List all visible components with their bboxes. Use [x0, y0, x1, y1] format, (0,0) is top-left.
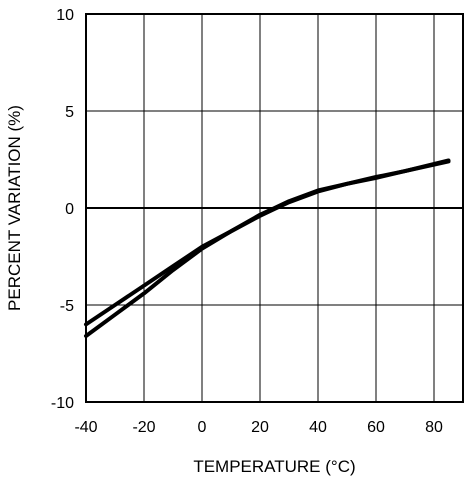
x-axis-label: TEMPERATURE (°C): [193, 457, 355, 476]
x-tick-label: 20: [251, 419, 269, 436]
x-tick-label: 40: [309, 419, 327, 436]
y-tick-label: -5: [60, 298, 74, 315]
x-tick-label: -40: [74, 419, 97, 436]
y-tick-label: 5: [65, 104, 74, 121]
y-tick-label: 10: [56, 7, 74, 24]
series-line-2: [84, 158, 451, 338]
y-tick-label: -10: [51, 395, 74, 412]
x-tick-label: 80: [425, 419, 443, 436]
plot-frame: [85, 13, 464, 403]
x-tick-labels: -40 -20 0 20 40 60 80: [74, 419, 443, 436]
y-tick-label: 0: [65, 201, 74, 218]
x-tick-label: 0: [198, 419, 207, 436]
y-tick-labels: -10 -5 0 5 10: [51, 7, 74, 412]
series-line-1: [84, 159, 451, 327]
x-tick-label: 60: [367, 419, 385, 436]
series-lines: [84, 158, 451, 338]
x-tick-label: -20: [132, 419, 155, 436]
y-axis-label: PERCENT VARIATION (%): [5, 105, 24, 311]
